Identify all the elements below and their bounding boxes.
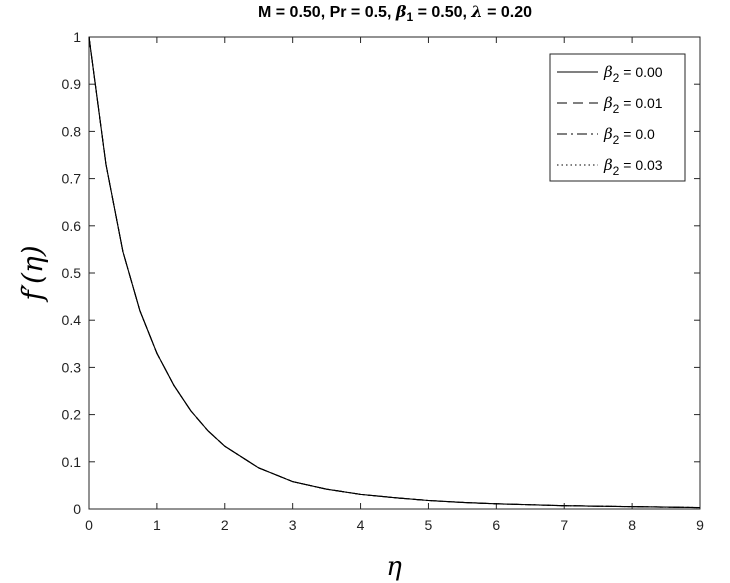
- y-tick-label: 0.5: [62, 265, 82, 281]
- y-tick-label: 0.3: [62, 359, 82, 375]
- legend-box: [549, 53, 686, 182]
- x-tick-labels: 0 1 2 3 4 5 6 7 8 9: [85, 517, 704, 533]
- series-lines: [88, 36, 701, 509]
- y-tick-label: 0.4: [62, 312, 82, 328]
- y-tick-label: 0.2: [62, 407, 82, 423]
- x-tick-label: 4: [357, 517, 365, 533]
- legend-symbol: β: [603, 63, 613, 81]
- legend-value: = 0.00: [619, 64, 662, 80]
- legend-symbol: β: [603, 156, 613, 174]
- title-lambda: λ: [470, 2, 482, 21]
- x-tick-label: 3: [289, 517, 297, 533]
- ticks: [88, 36, 701, 510]
- title-beta-sub: 1: [406, 10, 413, 24]
- title-prefix: M = 0.50, Pr = 0.5,: [258, 4, 396, 21]
- x-tick-label: 8: [628, 517, 636, 533]
- y-tick-label: 0.8: [62, 123, 82, 139]
- chart-title: M = 0.50, Pr = 0.5, β1 = 0.50, λ = 0.20: [258, 2, 532, 24]
- legend-entry-1: β2 = 0.00: [603, 63, 663, 85]
- x-tick-label: 7: [560, 517, 568, 533]
- legend-symbol: β: [603, 125, 613, 143]
- x-tick-label: 2: [221, 517, 229, 533]
- legend-subscript: 2: [613, 133, 620, 147]
- legend-value: = 0.03: [619, 157, 662, 173]
- title-suffix: = 0.20: [483, 4, 532, 21]
- y-tick-label: 0.6: [62, 218, 82, 234]
- legend-symbol: β: [603, 94, 613, 112]
- x-tick-label: 1: [153, 517, 161, 533]
- y-tick-label: 0: [73, 501, 81, 517]
- x-tick-label: 0: [85, 517, 93, 533]
- y-tick-label: 0.7: [62, 171, 82, 187]
- title-beta: β: [395, 2, 407, 21]
- legend-subscript: 2: [613, 71, 620, 85]
- legend-entry-2: β2 = 0.01: [603, 94, 663, 116]
- legend-value: = 0.01: [619, 95, 662, 111]
- series-line-4: [88, 36, 701, 509]
- y-axis-label: f′(η): [16, 245, 49, 302]
- legend-entry-4: β2 = 0.03: [603, 156, 663, 178]
- legend-value: = 0.0: [619, 126, 655, 142]
- x-tick-label: 5: [425, 517, 433, 533]
- legend-subscript: 2: [613, 164, 620, 178]
- legend-entry-3: β2 = 0.0: [603, 125, 655, 147]
- title-mid: = 0.50,: [413, 4, 471, 21]
- x-tick-label: 6: [492, 517, 500, 533]
- y-tick-label: 0.1: [62, 454, 82, 470]
- x-axis-label: η: [386, 552, 402, 582]
- y-tick-label: 0.9: [62, 76, 82, 92]
- x-tick-label: 9: [696, 517, 704, 533]
- legend-subscript: 2: [613, 102, 620, 116]
- y-tick-labels: 0 0.1 0.2 0.3 0.4 0.5 0.6 0.7 0.8 0.9 1: [62, 29, 82, 517]
- y-tick-label: 1: [73, 29, 81, 45]
